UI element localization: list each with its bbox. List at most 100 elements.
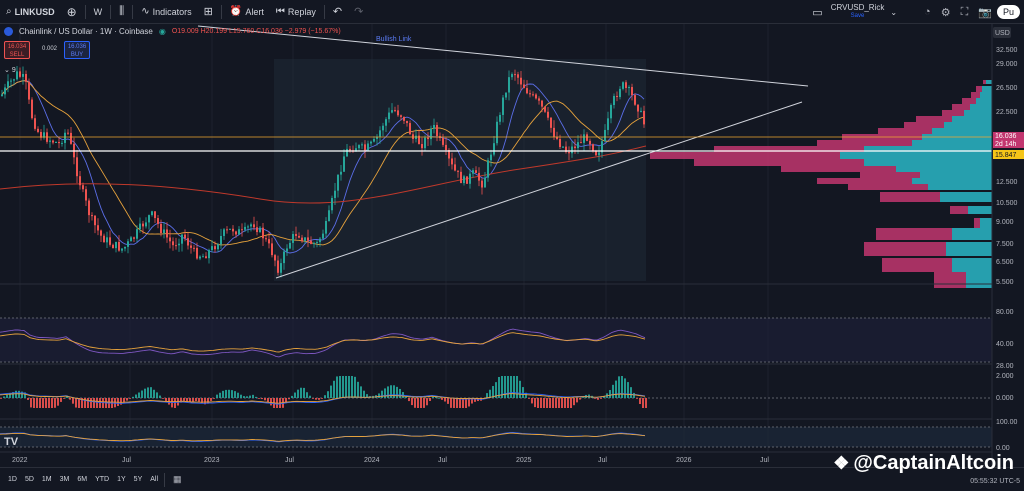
range-5d[interactable]: 5D [24,476,34,483]
alert-button[interactable]: ⏰ Alert [224,0,270,24]
candle-body [49,140,51,142]
macd-histogram-bar [336,376,338,398]
macd-histogram-bar [495,382,497,398]
range-all[interactable]: All [150,476,159,483]
macd-histogram-bar [378,393,380,398]
camera-icon[interactable]: 📷 [978,6,992,19]
currency-button[interactable] [993,27,1011,38]
publish-button[interactable]: Pu [996,5,1020,19]
chart-canvas[interactable]: Bullish Link USD 32.500 29.000 26.500 22.50… [0,24,1024,467]
range-1y[interactable]: 1Y [117,476,126,483]
ascending-trendline[interactable] [275,101,803,279]
price-tick: 6.500 [996,259,1014,266]
macd-histogram-bar [636,398,638,399]
interval-button[interactable]: W [88,0,109,24]
price-axis[interactable] [992,24,1024,467]
fullscreen-icon[interactable]: ⛶ [960,5,969,18]
candle-body [385,119,387,126]
sell-button[interactable]: 16.034 SELL [4,41,30,59]
macd-histogram-bar [63,398,65,399]
candle-body [121,248,123,251]
candle-body [337,174,339,191]
candle-body [253,224,255,228]
pane-tick: 0.00 [996,445,1010,452]
eye-icon[interactable]: ◉ [158,27,166,36]
macd-histogram-bar [597,398,599,400]
macd-histogram-bar [501,376,503,398]
stoch-d-line [0,432,646,442]
macd-histogram-bar [267,398,269,403]
candle-body [193,247,195,249]
candle-body [604,129,606,142]
indicators-collapse-toggle[interactable]: ⌄ 9 [4,66,16,74]
macd-histogram-bar [522,387,524,398]
range-1m[interactable]: 1M [41,476,52,483]
profile-bar-up [964,110,992,116]
candle-body [373,138,375,142]
candle-body [541,100,543,107]
macd-histogram-bar [261,398,263,400]
tradingview-logo-icon[interactable]: TV [4,436,19,448]
descending-trendline[interactable] [197,25,809,87]
add-symbol-button[interactable]: ⊕ [61,0,83,24]
time-tick: 2022 [12,457,28,464]
quick-search-icon[interactable]: ◔ [924,6,931,18]
candle-body [331,198,333,211]
candle-body [520,77,522,85]
candle-body [31,99,33,119]
macd-histogram-bar [396,386,398,398]
macd-histogram-bar [324,395,326,398]
range-5y[interactable]: 5Y [133,476,143,483]
buy-button[interactable]: 16.036 BUY [64,41,90,59]
time-tick: Jul [760,457,769,464]
candle-body [571,146,573,154]
macd-histogram-bar [186,398,188,402]
undo-button[interactable]: ↶ [327,0,348,24]
profile-bar-up [840,152,992,159]
macd-histogram-bar [594,398,596,399]
profile-bar-up [952,228,992,240]
macd-histogram-bar [579,398,581,400]
macd-histogram-bar [447,398,449,404]
macd-histogram-bar [135,394,137,398]
profile-bar-down [971,92,980,98]
time-axis[interactable]: 2022 Jul 2023 Jul 2024 Jul 2025 Jul 2026 Jul [12,457,769,464]
profile-bar-up [896,166,992,172]
profile-bar-up [952,116,992,122]
candle-body [169,237,171,242]
macd-histogram-bar [474,398,476,402]
indicators-button[interactable]: ∿ Indicators [135,0,197,24]
candle-body [271,243,273,256]
layout-button[interactable]: ▭ CRVUSD_Rick Save ⌄ [806,0,903,24]
legend-title[interactable]: Chainlink / US Dollar · 1W · Coinbase [19,27,153,36]
range-6m[interactable]: 6M [77,476,88,483]
profile-bar-up [928,184,992,190]
annotation-label[interactable]: Bullish Link [376,36,412,43]
candle-body [610,105,612,119]
macd-histogram-bar [258,398,260,399]
candle-body [292,234,294,243]
settings-gear-icon[interactable]: ⚙ [940,6,951,19]
candle-body [433,125,435,129]
range-3m[interactable]: 3M [59,476,70,483]
clock[interactable]: 05:55:32 UTC-5 [970,478,1020,485]
calendar-icon[interactable]: ▦ [173,474,182,484]
macd-histogram-bar [390,385,392,398]
macd-histogram-bar [294,392,296,398]
macd-histogram-bar [624,378,626,398]
templates-button[interactable]: ⊞ [198,0,219,24]
redo-button[interactable]: ↷ [348,0,369,24]
divider [323,4,325,19]
candle-body [616,95,618,98]
macd-histogram-bar [216,394,218,398]
candle-body [607,118,609,130]
symbol-search[interactable]: ⌕ LINKUSD [0,0,61,24]
replay-button[interactable]: ⏮ Replay [270,0,322,24]
ma-short-line [1,80,645,254]
candle-body [16,71,18,80]
range-ytd[interactable]: YTD [95,476,110,483]
macd-histogram-bar [519,380,521,398]
chart-type-button[interactable]: ⫼ [113,0,130,24]
candle-body [109,237,111,245]
range-1d[interactable]: 1D [8,476,17,483]
